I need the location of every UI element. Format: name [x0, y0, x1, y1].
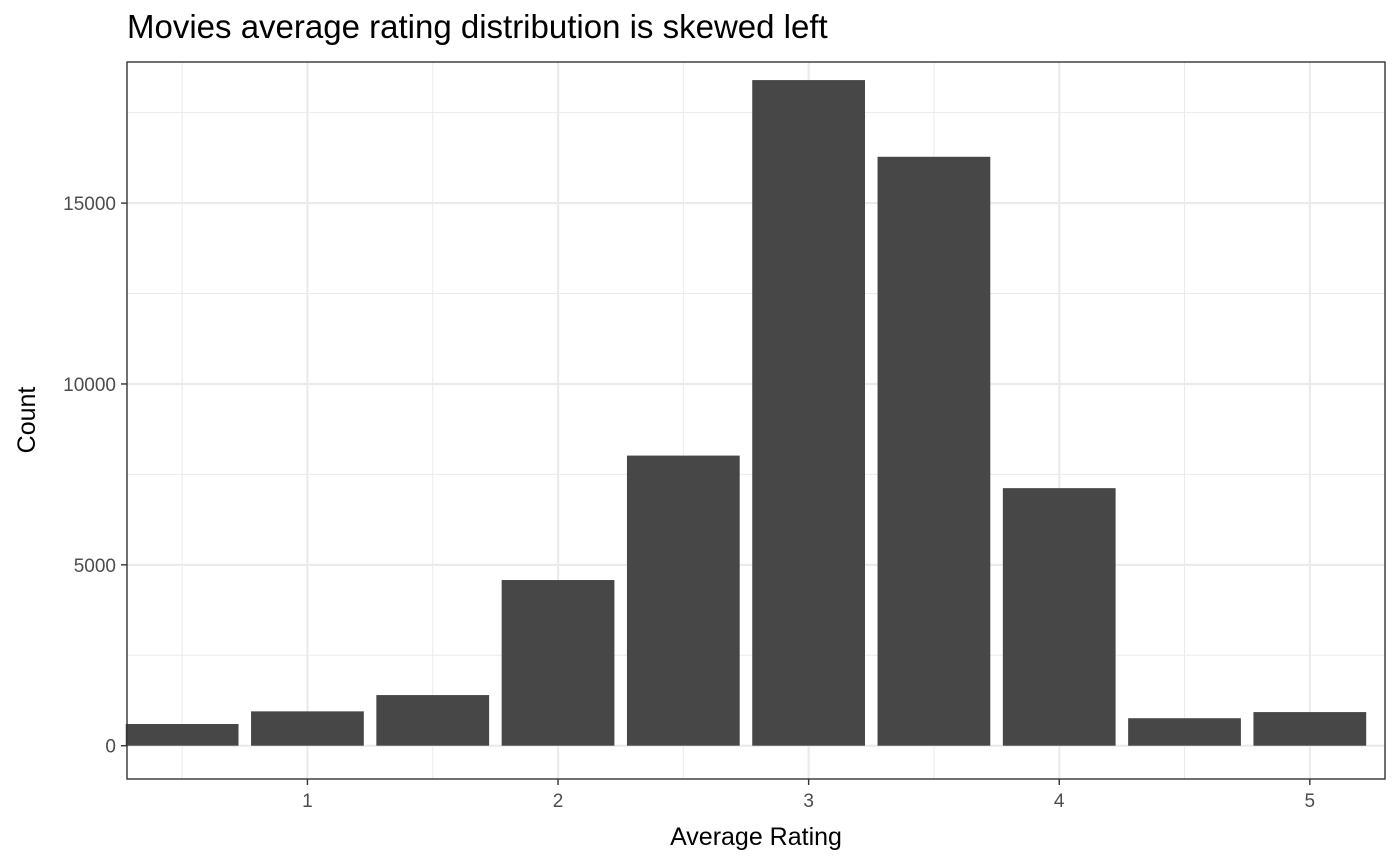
bar — [251, 711, 364, 746]
y-axis-title: Count — [13, 387, 41, 454]
bar — [376, 695, 490, 746]
bar — [1253, 712, 1367, 746]
y-tick-label: 5000 — [74, 556, 116, 577]
bar — [877, 156, 991, 746]
x-tick-label: 4 — [1054, 791, 1065, 812]
y-tick-label: 0 — [105, 737, 116, 758]
bar — [1128, 718, 1241, 746]
panel-border — [126, 61, 1386, 780]
y-tick-label: 15000 — [63, 194, 116, 215]
bar — [626, 455, 740, 746]
bar — [125, 724, 239, 746]
chart-title: Movies average rating distribution is sk… — [127, 8, 828, 45]
bar — [752, 80, 866, 746]
x-tick-label: 3 — [803, 791, 814, 812]
x-axis-title: Average Rating — [670, 823, 842, 851]
y-axis: 0 5000 10000 15000 — [63, 194, 127, 758]
x-tick-label: 1 — [302, 791, 313, 812]
y-tick-label: 10000 — [63, 375, 116, 396]
bar — [1002, 488, 1116, 746]
x-tick-label: 2 — [553, 791, 564, 812]
x-tick-label: 5 — [1305, 791, 1316, 812]
x-axis: 1 2 3 4 5 — [302, 779, 1315, 812]
bars — [125, 80, 1367, 746]
bar — [501, 580, 615, 746]
